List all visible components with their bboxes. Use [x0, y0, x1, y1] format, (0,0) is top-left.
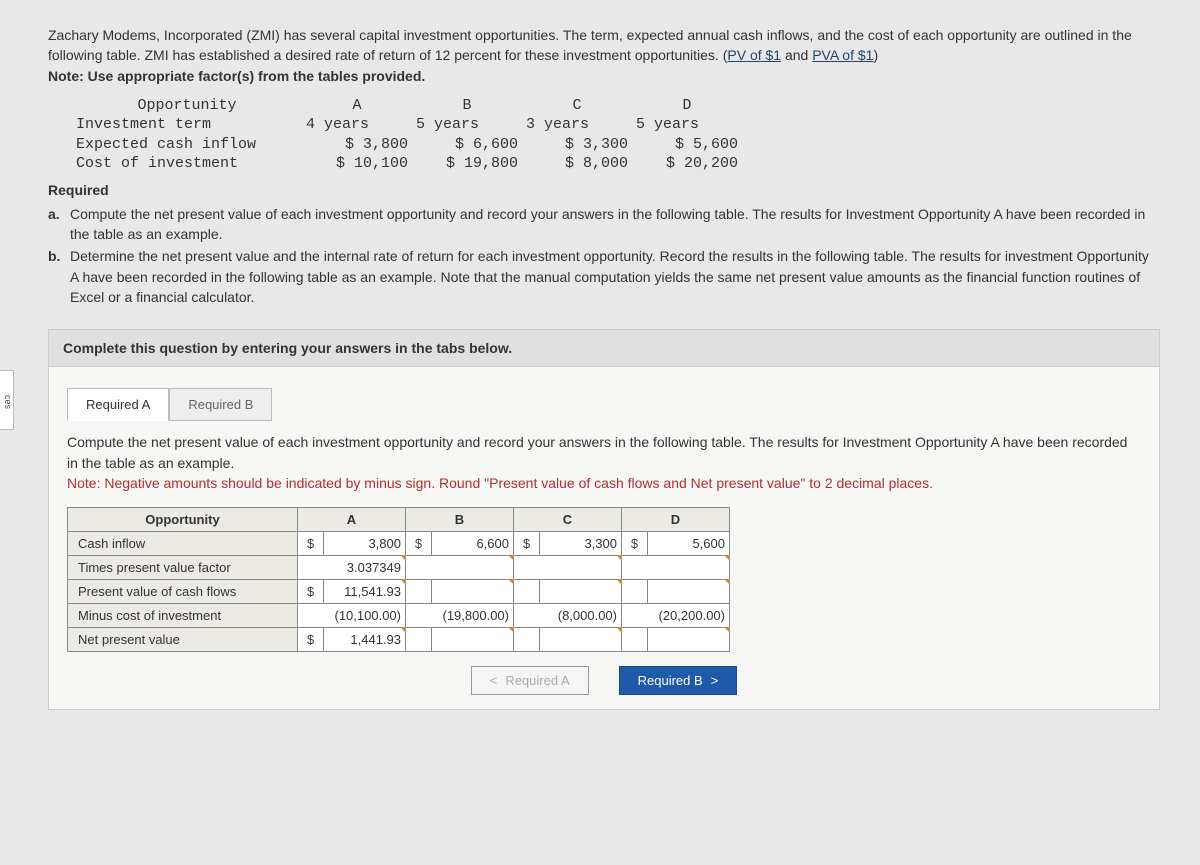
intro-and: and — [781, 47, 812, 63]
calc-table: Opportunity A B C D Cash inflow $3,800 $… — [67, 507, 730, 652]
ct-row-cash-inflow: Cash inflow $3,800 $6,600 $3,300 $5,600 — [68, 532, 730, 556]
opportunity-data-table: Opportunity A B C D Investment term4 yea… — [72, 96, 742, 174]
ct-r4-d[interactable]: (20,200.00) — [622, 604, 730, 628]
dt-hB: B — [412, 96, 522, 116]
ct-r2-label: Times present value factor — [68, 556, 298, 580]
dt-r2-c: $ 8,000 — [522, 154, 632, 174]
dt-hA: A — [302, 96, 412, 116]
ct-hC: C — [514, 508, 622, 532]
note-bold: Note: Use appropriate factor(s) from the… — [48, 68, 425, 84]
dt-h0: Opportunity — [72, 96, 302, 116]
dt-hD: D — [632, 96, 742, 116]
dt-r1-c: $ 3,300 — [522, 135, 632, 155]
req-a: Compute the net present value of each in… — [48, 204, 1160, 245]
dt-r0-c: 3 years — [522, 115, 632, 135]
ct-r1-d[interactable]: 5,600 — [648, 532, 730, 556]
ct-r3-d[interactable] — [648, 580, 730, 604]
dt-hC: C — [522, 96, 632, 116]
ct-r3-a[interactable]: 11,541.93 — [324, 580, 406, 604]
prev-button[interactable]: < Required A — [471, 666, 589, 695]
sidebar-stub: ces — [0, 370, 14, 430]
ct-r5-bd[interactable] — [406, 628, 432, 652]
required-heading: Required — [48, 182, 1160, 198]
dt-r0-a: 4 years — [302, 115, 412, 135]
ct-r1-cd: $ — [514, 532, 540, 556]
ct-r3-c[interactable] — [540, 580, 622, 604]
dt-r0-d: 5 years — [632, 115, 742, 135]
ct-r5-b[interactable] — [432, 628, 514, 652]
dt-r2-a: $ 10,100 — [302, 154, 412, 174]
ct-r3-label: Present value of cash flows — [68, 580, 298, 604]
ct-hD: D — [622, 508, 730, 532]
pva-link[interactable]: PVA of $1 — [812, 47, 873, 63]
ct-r3-cd[interactable] — [514, 580, 540, 604]
ct-r1-b[interactable]: 6,600 — [432, 532, 514, 556]
ct-r5-dd[interactable] — [622, 628, 648, 652]
ct-r1-a[interactable]: 3,800 — [324, 532, 406, 556]
ct-row-pv-cash: Present value of cash flows $11,541.93 — [68, 580, 730, 604]
tab-description: Compute the net present value of each in… — [67, 432, 1141, 493]
ct-r5-cd[interactable] — [514, 628, 540, 652]
answer-panel: Required A Required B Compute the net pr… — [48, 367, 1160, 710]
ct-r3-bd[interactable] — [406, 580, 432, 604]
required-list: Compute the net present value of each in… — [48, 204, 1160, 307]
req-b: Determine the net present value and the … — [48, 246, 1160, 307]
ct-r1-c[interactable]: 3,300 — [540, 532, 622, 556]
dt-r1-d: $ 5,600 — [632, 135, 742, 155]
ct-r3-ad: $ — [298, 580, 324, 604]
ct-r5-ad: $ — [298, 628, 324, 652]
ct-r5-c[interactable] — [540, 628, 622, 652]
ct-r5-label: Net present value — [68, 628, 298, 652]
ct-r2-a[interactable]: 3.037349 — [298, 556, 406, 580]
ct-r2-b-input[interactable] — [406, 556, 514, 580]
tab-row: Required A Required B — [67, 387, 1141, 420]
ct-r3-dd[interactable] — [622, 580, 648, 604]
ct-r1-dd: $ — [622, 532, 648, 556]
dt-r2-d: $ 20,200 — [632, 154, 742, 174]
ct-r2-d-input[interactable] — [622, 556, 730, 580]
ct-r1-bd: $ — [406, 532, 432, 556]
ct-r1-ad: $ — [298, 532, 324, 556]
intro-close: ) — [873, 47, 878, 63]
tab-required-b[interactable]: Required B — [169, 388, 272, 421]
nav-row: < Required A Required B > — [67, 666, 1141, 695]
ct-r1-label: Cash inflow — [68, 532, 298, 556]
dt-r1-a: $ 3,800 — [302, 135, 412, 155]
ct-r5-a[interactable]: 1,441.93 — [324, 628, 406, 652]
chevron-left-icon: < — [490, 673, 498, 688]
intro-text: Zachary Modems, Incorporated (ZMI) has s… — [48, 27, 1132, 63]
ct-row-pv-factor: Times present value factor 3.037349 — [68, 556, 730, 580]
chevron-right-icon: > — [711, 673, 719, 688]
next-button[interactable]: Required B > — [619, 666, 738, 695]
pv-link[interactable]: PV of $1 — [727, 47, 781, 63]
tab-desc-line1: Compute the net present value of each in… — [67, 434, 1127, 470]
prev-label: Required A — [505, 673, 569, 688]
ct-row-minus-cost: Minus cost of investment (10,100.00) (19… — [68, 604, 730, 628]
ct-r2-c-input[interactable] — [514, 556, 622, 580]
tab-desc-note: Note: Negative amounts should be indicat… — [67, 475, 933, 491]
instruction-bar: Complete this question by entering your … — [48, 329, 1160, 367]
tab-required-a[interactable]: Required A — [67, 388, 169, 421]
dt-r2-b: $ 19,800 — [412, 154, 522, 174]
ct-hB: B — [406, 508, 514, 532]
ct-r4-a[interactable]: (10,100.00) — [298, 604, 406, 628]
ct-r4-label: Minus cost of investment — [68, 604, 298, 628]
ct-r4-c[interactable]: (8,000.00) — [514, 604, 622, 628]
dt-r1-b: $ 6,600 — [412, 135, 522, 155]
next-label: Required B — [638, 673, 703, 688]
problem-intro: Zachary Modems, Incorporated (ZMI) has s… — [48, 25, 1160, 86]
dt-r0-label: Investment term — [72, 115, 302, 135]
ct-hA: A — [298, 508, 406, 532]
ct-h0: Opportunity — [68, 508, 298, 532]
dt-r2-label: Cost of investment — [72, 154, 302, 174]
ct-row-npv: Net present value $1,441.93 — [68, 628, 730, 652]
dt-r1-label: Expected cash inflow — [72, 135, 302, 155]
ct-r5-d[interactable] — [648, 628, 730, 652]
ct-r4-b[interactable]: (19,800.00) — [406, 604, 514, 628]
ct-r3-b[interactable] — [432, 580, 514, 604]
dt-r0-b: 5 years — [412, 115, 522, 135]
